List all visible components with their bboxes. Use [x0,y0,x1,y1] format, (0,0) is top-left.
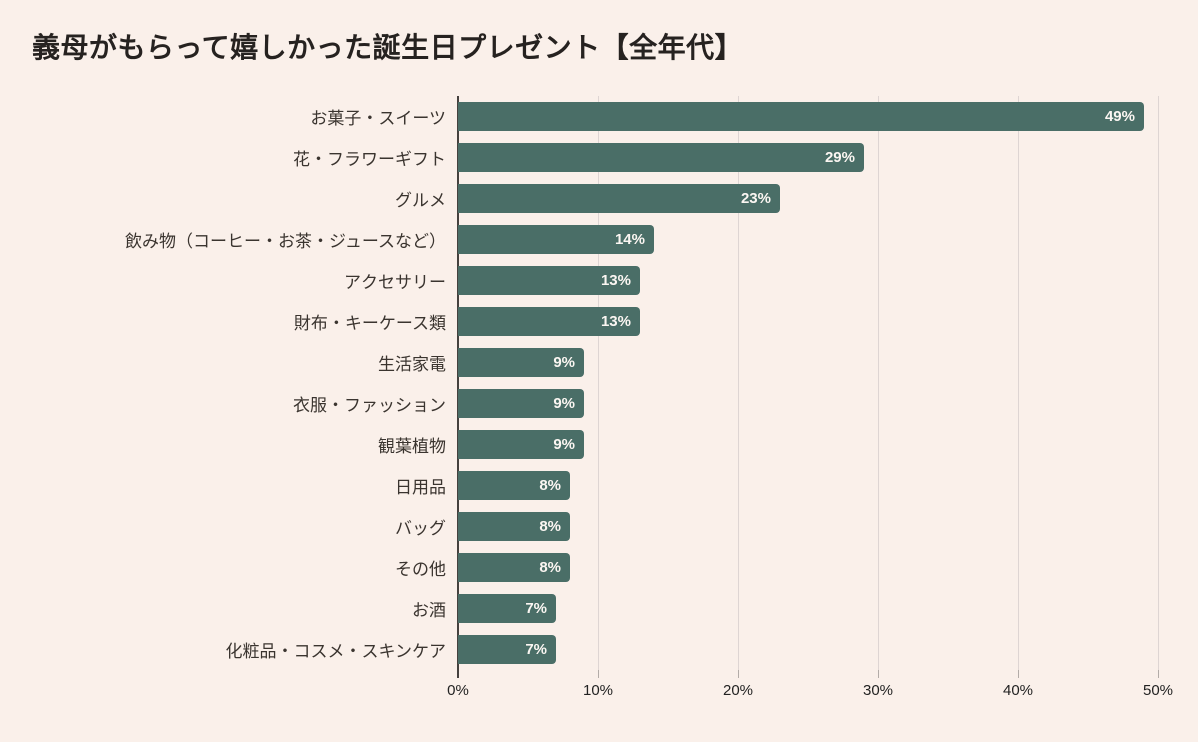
x-axis-label: 10% [582,682,614,699]
axis-tick [1158,670,1159,678]
bar-row: 生活家電 9% [0,342,1158,383]
bar-track: 49% [458,102,1158,131]
axis-tick [598,670,599,678]
x-axis-label: 20% [722,682,754,699]
value-label: 9% [553,354,575,371]
category-label: 飲み物（コーヒー・お茶・ジュースなど） [125,232,446,251]
bar: 13% [458,307,640,336]
bar-track: 13% [458,266,1158,295]
value-label: 9% [553,395,575,412]
category-label: 日用品 [395,478,446,497]
bar: 9% [458,389,584,418]
bar-row: 衣服・ファッション 9% [0,383,1158,424]
bar-row: 飲み物（コーヒー・お茶・ジュースなど） 14% [0,219,1158,260]
axis-tick [1018,670,1019,678]
bar: 49% [458,102,1144,131]
bar: 13% [458,266,640,295]
bar-row: 花・フラワーギフト 29% [0,137,1158,178]
bar-row: 日用品 8% [0,465,1158,506]
category-label: バッグ [395,519,446,538]
category-label: 財布・キーケース類 [293,314,446,333]
bar: 8% [458,471,570,500]
bar: 7% [458,635,556,664]
value-label: 14% [614,231,645,248]
category-label: お酒 [412,601,446,620]
bar-row: バッグ 8% [0,506,1158,547]
value-label: 13% [600,313,631,330]
category-label: 衣服・ファッション [293,396,446,415]
page-title: 義母がもらって嬉しかった誕生日プレゼント【全年代】 [32,32,744,63]
x-axis: 0% 10% 20% 30% 40% 50% [447,682,1173,702]
x-axis-label: 50% [1142,682,1174,699]
gridline [1018,96,1019,670]
bar-track: 8% [458,553,1158,582]
bar: 23% [458,184,780,213]
x-axis-label: 30% [862,682,894,699]
bar: 29% [458,143,864,172]
bar-row: グルメ 23% [0,178,1158,219]
category-label: グルメ [395,191,446,210]
bar-row: お菓子・スイーツ 49% [0,96,1158,137]
bar-row: 化粧品・コスメ・スキンケア 7% [0,629,1158,670]
gridline [1158,96,1159,670]
value-label: 8% [539,559,561,576]
rows: お菓子・スイーツ 49% 花・フラワーギフト 29% グルメ 23% 飲み物（コ… [0,96,1158,670]
bar-row: 財布・キーケース類 13% [0,301,1158,342]
value-label: 49% [1104,108,1135,125]
value-label: 29% [824,149,855,166]
bar: 9% [458,348,584,377]
x-axis-label: 0% [447,682,469,699]
category-label: お菓子・スイーツ [310,109,446,128]
bar: 8% [458,553,570,582]
value-label: 7% [525,600,547,617]
bar-track: 8% [458,471,1158,500]
bar: 9% [458,430,584,459]
category-label: アクセサリー [344,273,446,292]
bar-track: 9% [458,348,1158,377]
value-label: 13% [600,272,631,289]
bar-track: 8% [458,512,1158,541]
bar-track: 23% [458,184,1158,213]
bar-track: 13% [458,307,1158,336]
gridline [598,96,599,670]
bar: 7% [458,594,556,623]
category-label: その他 [395,560,446,579]
value-label: 8% [539,518,561,535]
value-label: 8% [539,477,561,494]
bar: 14% [458,225,654,254]
x-axis-label: 40% [1002,682,1034,699]
axis-tick [738,670,739,678]
category-label: 生活家電 [378,355,446,374]
bar-row: 観葉植物 9% [0,424,1158,465]
bar-track: 9% [458,389,1158,418]
bar-row: その他 8% [0,547,1158,588]
category-label: 観葉植物 [378,437,446,456]
bar-track: 7% [458,635,1158,664]
value-label: 23% [740,190,771,207]
value-label: 9% [553,436,575,453]
gridline [738,96,739,670]
bar-track: 7% [458,594,1158,623]
bar: 8% [458,512,570,541]
bar-track: 9% [458,430,1158,459]
category-label: 化粧品・コスメ・スキンケア [225,642,447,661]
axis-tick [878,670,879,678]
bar-row: お酒 7% [0,588,1158,629]
bar-track: 14% [458,225,1158,254]
y-axis-line [457,96,459,678]
bar-track: 29% [458,143,1158,172]
grid [457,96,1159,678]
value-label: 7% [525,641,547,658]
gridline [878,96,879,670]
category-label: 花・フラワーギフト [293,150,446,169]
bar-row: アクセサリー 13% [0,260,1158,301]
